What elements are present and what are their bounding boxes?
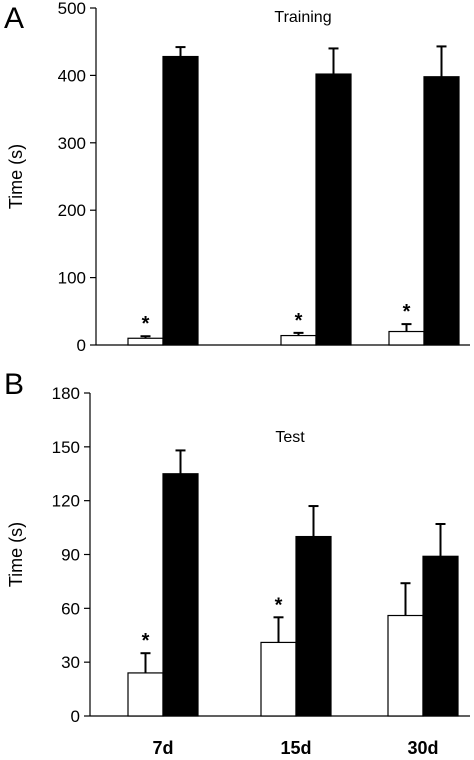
y-tick-label: 30 [61,653,80,672]
chart-title: Test [275,429,305,446]
y-axis-label: Time (s) [6,144,26,209]
y-tick-label: 0 [71,707,80,726]
panel-label: B [4,368,24,401]
y-tick-label: 0 [77,336,86,355]
bar-30d-filled [422,555,459,717]
y-tick-label: 500 [58,0,86,18]
y-tick-label: 300 [58,134,86,153]
y-tick-label: 120 [52,492,80,511]
bar-7d-filled [162,473,199,717]
bar-7d-open [127,672,164,717]
y-tick-label: 60 [61,599,80,618]
y-axis-label: Time (s) [6,522,26,587]
x-tick-label: 15d [280,738,311,758]
panel-label: A [4,2,24,35]
bar-7d-open [127,337,164,346]
significance-asterisk: * [275,594,283,616]
significance-asterisk: * [403,301,411,323]
chart-panel-b: B Test Time (s) 0 30 60 90 120 150 180 * 7d * 15d 30d [4,368,470,758]
y-tick-label: 200 [58,201,86,220]
significance-asterisk: * [142,313,150,335]
significance-asterisk: * [295,310,303,332]
bar-30d-open [388,330,425,346]
chart-title: Training [274,9,331,26]
bar-15d-filled [295,535,332,717]
significance-asterisk: * [142,630,150,652]
y-tick-label: 150 [52,438,80,457]
x-tick-label: 30d [407,738,438,758]
bar-15d-filled [315,73,352,346]
y-tick-label: 100 [58,269,86,288]
y-tick-label: 400 [58,66,86,85]
bar-30d-filled [423,76,460,346]
bar-30d-open [387,614,424,717]
bar-15d-open [280,334,317,346]
bar-7d-filled [162,55,199,346]
y-tick-label: 90 [61,546,80,565]
x-tick-label: 7d [152,738,173,758]
bar-15d-open [260,641,297,717]
y-tick-label: 180 [52,384,80,403]
chart-panel-a: A Training Time (s) 0 100 200 300 400 500 * * * [4,0,470,355]
